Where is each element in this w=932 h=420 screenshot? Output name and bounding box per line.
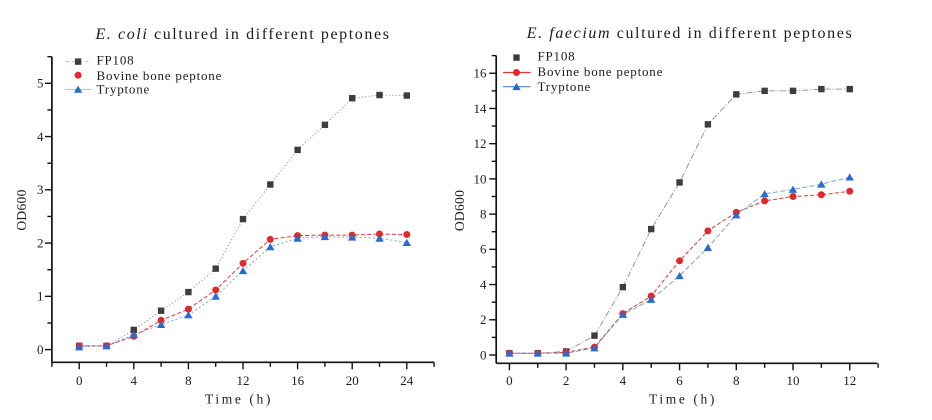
svg-text:Bovine bone peptone: Bovine bone peptone: [538, 64, 664, 79]
svg-text:OD600: OD600: [14, 189, 29, 230]
svg-text:6: 6: [676, 373, 683, 388]
svg-text:6: 6: [480, 242, 487, 257]
svg-text:10: 10: [787, 373, 800, 388]
svg-text:16: 16: [291, 373, 305, 388]
svg-text:2: 2: [480, 312, 487, 327]
svg-text:8: 8: [185, 373, 192, 388]
svg-text:12: 12: [237, 373, 250, 388]
svg-text:4: 4: [480, 277, 487, 292]
svg-text:12: 12: [843, 373, 856, 388]
svg-text:Tryptone: Tryptone: [538, 79, 592, 94]
svg-text:E. faecium cultured in differe: E. faecium cultured in different peptone…: [526, 25, 854, 42]
svg-text:0: 0: [76, 373, 83, 388]
svg-text:Time (h): Time (h): [649, 392, 717, 407]
svg-text:4: 4: [620, 373, 627, 388]
svg-text:12: 12: [474, 136, 487, 151]
svg-text:8: 8: [733, 373, 740, 388]
svg-text:Tryptone: Tryptone: [97, 82, 151, 97]
svg-text:0: 0: [506, 373, 513, 388]
svg-text:Time (h): Time (h): [205, 392, 273, 407]
svg-text:0: 0: [480, 347, 487, 362]
svg-text:24: 24: [400, 373, 414, 388]
svg-text:8: 8: [480, 207, 487, 222]
svg-text:10: 10: [474, 171, 487, 186]
svg-text:4: 4: [37, 129, 44, 144]
svg-text:Bovine bone peptone: Bovine bone peptone: [97, 68, 223, 83]
svg-text:20: 20: [346, 373, 359, 388]
svg-text:FP108: FP108: [97, 53, 135, 68]
svg-text:0: 0: [37, 342, 44, 357]
svg-text:1: 1: [37, 289, 44, 304]
svg-text:4: 4: [131, 373, 138, 388]
svg-text:OD600: OD600: [452, 190, 467, 231]
svg-text:E. coli cultured in different: E. coli cultured in different peptones: [94, 26, 390, 43]
svg-text:3: 3: [37, 182, 44, 197]
svg-text:16: 16: [474, 66, 488, 81]
svg-text:FP108: FP108: [538, 49, 576, 64]
svg-text:14: 14: [474, 101, 488, 116]
svg-text:5: 5: [37, 76, 44, 91]
svg-text:2: 2: [563, 373, 570, 388]
svg-text:2: 2: [37, 235, 44, 250]
